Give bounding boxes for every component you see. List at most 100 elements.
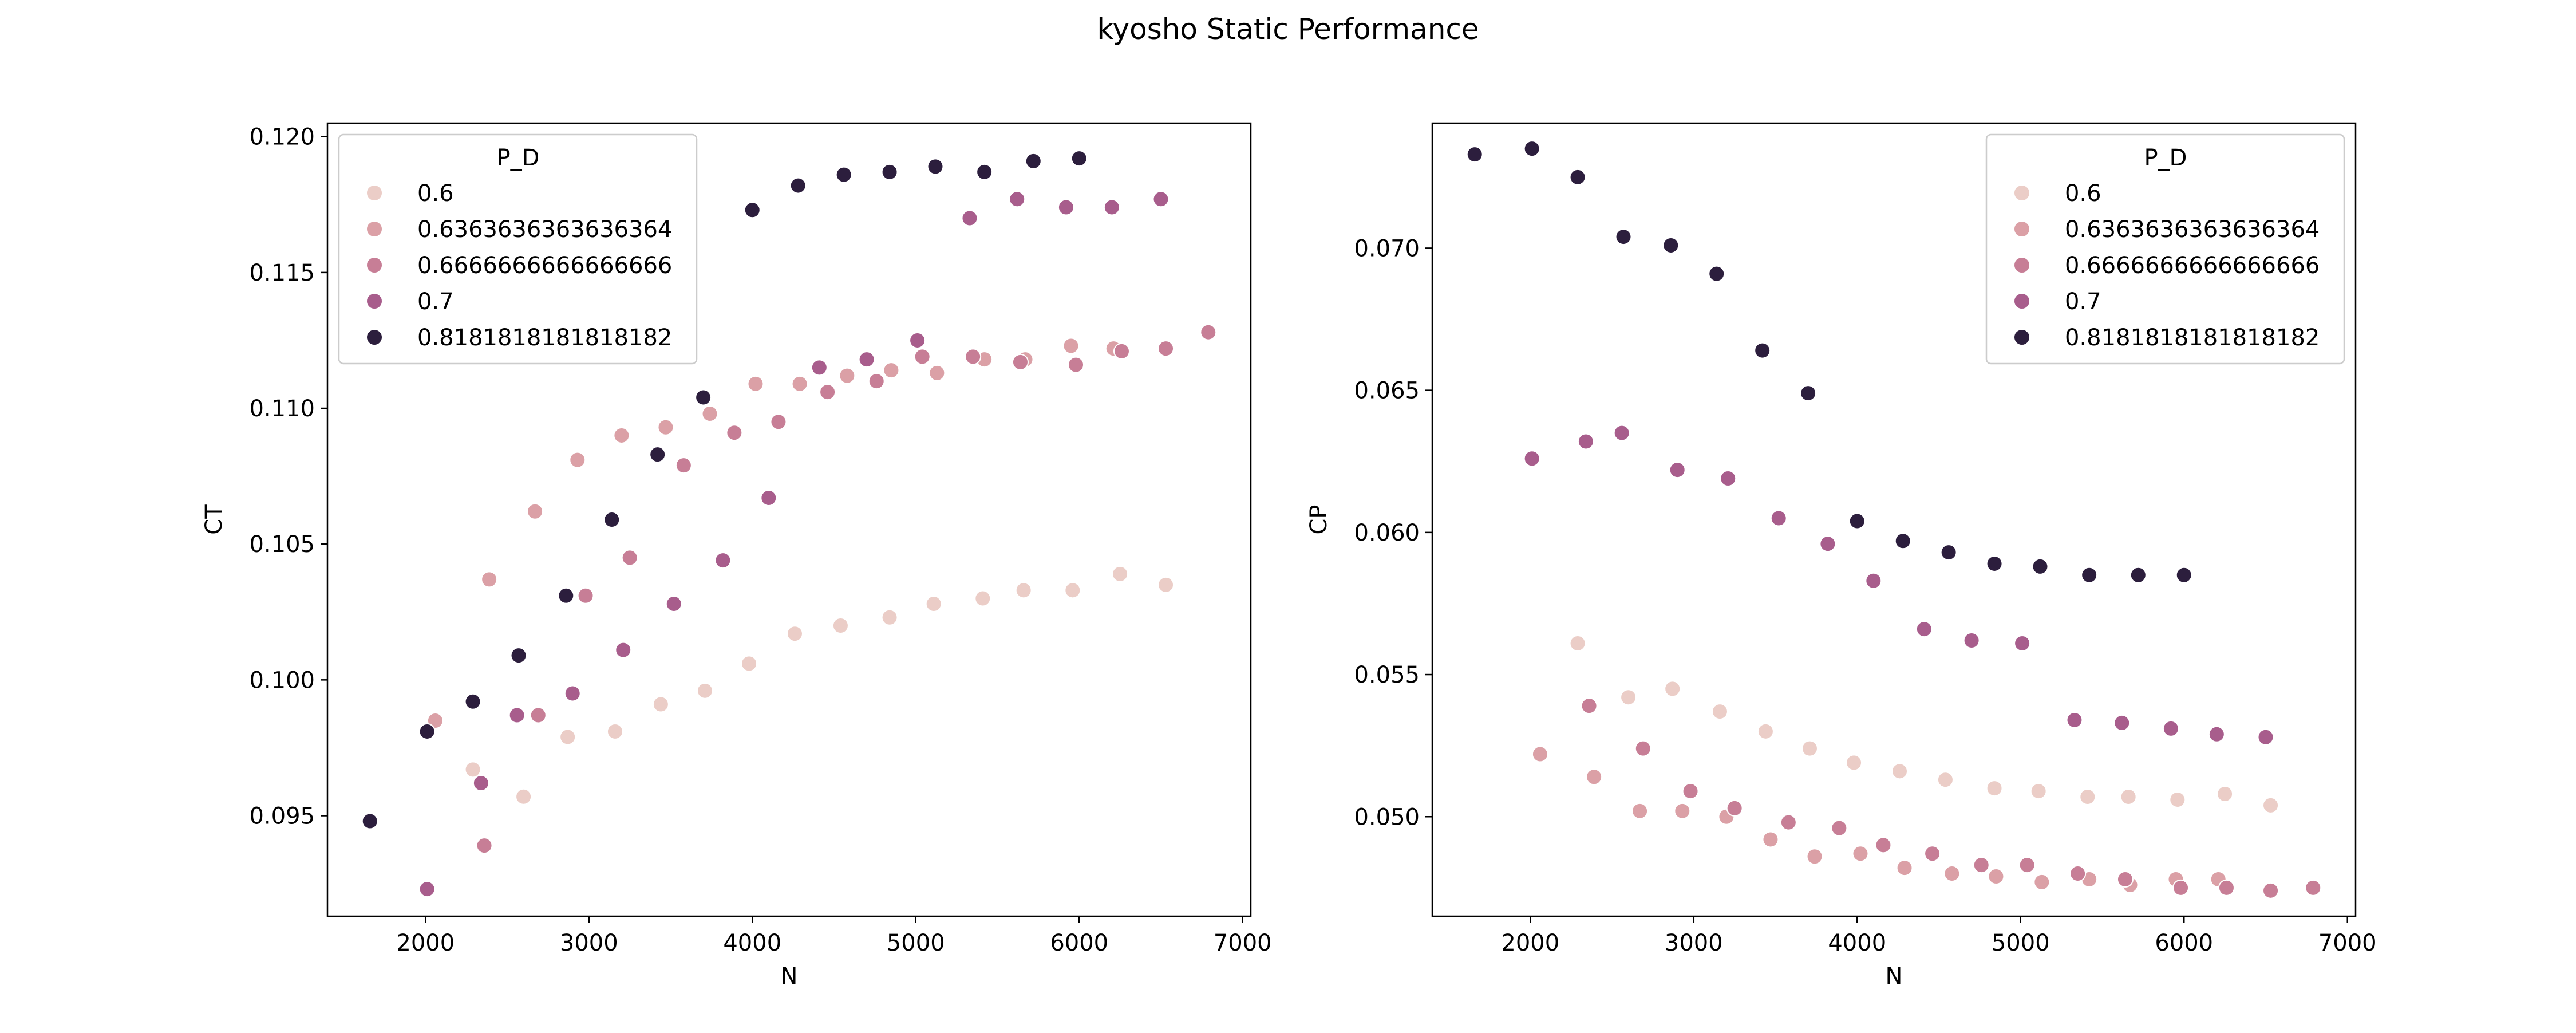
x-axis-label: N — [1886, 963, 1903, 989]
data-point — [927, 158, 944, 175]
data-point — [481, 571, 498, 588]
data-point — [1762, 831, 1779, 848]
data-point — [569, 451, 586, 468]
data-point — [1569, 634, 1586, 652]
figure-title: kyosho Static Performance — [1097, 13, 1479, 46]
data-point — [714, 552, 732, 569]
y-tick-label: 0.115 — [249, 260, 315, 286]
legend-marker — [366, 220, 383, 238]
legend-label: 0.6363636363636364 — [417, 216, 672, 243]
data-point — [1711, 703, 1728, 720]
data-point — [2113, 714, 2131, 731]
data-point — [791, 375, 808, 392]
data-point — [476, 837, 493, 854]
data-point — [1720, 470, 1737, 487]
data-point — [835, 166, 852, 183]
data-point — [2018, 857, 2036, 874]
legend-box — [1985, 133, 2345, 365]
data-point — [2033, 873, 2050, 890]
data-point — [472, 775, 489, 792]
data-point — [649, 446, 666, 463]
data-point — [695, 389, 712, 406]
legend: P_D 0.6 0.6363636363636364 0.66666666666666… — [338, 133, 698, 365]
data-point — [1581, 697, 1598, 715]
data-point — [515, 788, 532, 805]
data-point — [1708, 265, 1725, 282]
x-tick-label: 5000 — [887, 930, 945, 956]
data-point — [1754, 342, 1771, 359]
data-point — [1831, 819, 1848, 837]
data-point — [1157, 576, 1175, 593]
legend-marker — [366, 293, 383, 310]
x-tick-label: 4000 — [723, 930, 781, 956]
y-tick-label: 0.120 — [249, 124, 315, 151]
data-point — [606, 723, 623, 740]
plot-frame — [1431, 122, 2357, 917]
data-point — [1682, 783, 1699, 800]
legend-marker — [2013, 329, 2030, 346]
data-point — [1848, 512, 1866, 530]
data-point — [1012, 353, 1029, 370]
data-point — [881, 609, 898, 626]
x-tick-label: 5000 — [1992, 930, 2050, 956]
x-tick-label: 4000 — [1828, 930, 1886, 956]
x-tick-label: 2000 — [1501, 930, 1559, 956]
data-point — [1631, 802, 1649, 819]
data-point — [2066, 711, 2083, 728]
legend-marker — [2013, 257, 2030, 274]
data-point — [961, 210, 978, 227]
data-point — [974, 590, 991, 607]
data-point — [2120, 788, 2137, 806]
data-point — [1770, 510, 1787, 527]
data-point — [2172, 879, 2190, 896]
data-point — [1801, 740, 1818, 757]
data-point — [819, 384, 836, 401]
data-point — [1726, 799, 1743, 817]
x-axis-label: N — [781, 963, 798, 989]
data-point — [652, 696, 669, 713]
series-3 — [1581, 697, 2322, 899]
series-1 — [1569, 634, 2279, 814]
data-point — [2175, 566, 2192, 583]
legend-label: 0.8181818181818182 — [417, 325, 672, 351]
series-2 — [1531, 746, 2227, 893]
data-point — [1891, 763, 1908, 780]
legend-title: P_D — [2144, 145, 2187, 171]
data-point — [1986, 780, 2003, 797]
series-2 — [426, 337, 1122, 729]
data-point — [1613, 424, 1630, 441]
y-tick-label: 0.105 — [249, 531, 315, 558]
data-point — [1937, 771, 1954, 788]
data-point — [1068, 356, 1085, 373]
data-point — [1875, 837, 1892, 854]
data-point — [1015, 582, 1032, 599]
data-point — [1865, 572, 1882, 589]
data-point — [1064, 582, 1081, 599]
data-point — [675, 457, 692, 474]
data-point — [868, 373, 885, 390]
data-point — [564, 685, 581, 702]
y-tick-label: 0.055 — [1354, 662, 1420, 688]
data-point — [811, 359, 828, 376]
data-point — [1057, 199, 1074, 216]
data-point — [1200, 324, 1217, 341]
data-point — [577, 587, 594, 604]
data-point — [914, 348, 931, 365]
data-point — [510, 647, 527, 664]
data-point — [976, 163, 993, 180]
y-tick-label: 0.095 — [249, 803, 315, 830]
plot-panel-1: 2000 3000 4000 5000 6000 7000 0.095 0.100 0.105 0… — [201, 122, 1272, 989]
data-point — [1586, 768, 1603, 786]
data-point — [701, 405, 718, 423]
data-point — [1915, 621, 1933, 638]
data-point — [464, 761, 481, 778]
data-point — [747, 375, 764, 392]
data-point — [1569, 168, 1586, 186]
series-3 — [476, 324, 1217, 854]
data-point — [621, 549, 638, 566]
legend-marker — [2013, 184, 2030, 202]
data-point — [2257, 728, 2274, 746]
data-point — [1846, 754, 1863, 771]
